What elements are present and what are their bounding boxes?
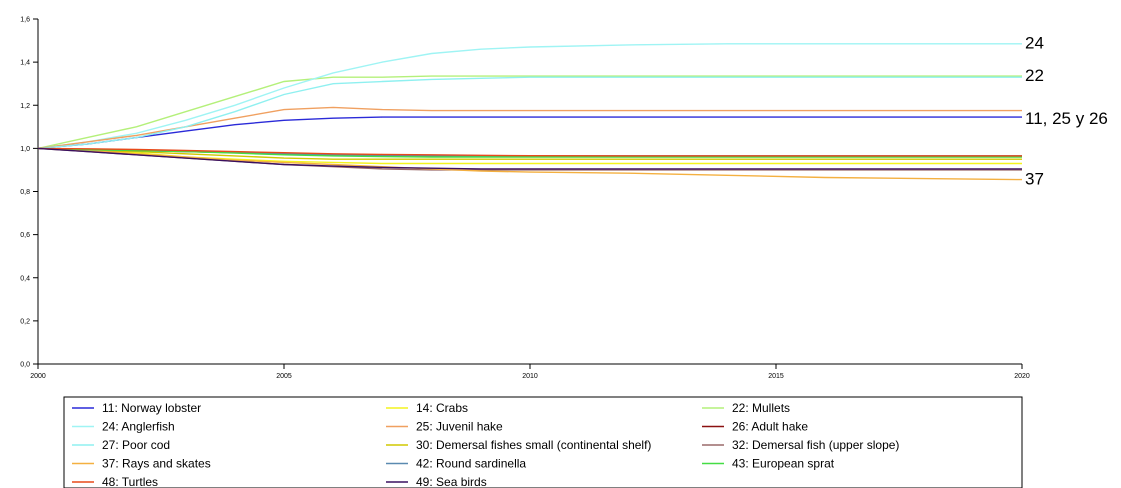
series-line-24-anglerfish — [37, 43, 1022, 150]
x-tick-label: 2020 — [1014, 373, 1030, 380]
series-annotation: 37 — [1025, 170, 1044, 189]
y-tick-label: 1,2 — [20, 103, 30, 110]
series-annotation: 22 — [1025, 66, 1044, 85]
y-tick-label: 1,4 — [20, 60, 30, 67]
legend-label: 43: European sprat — [732, 457, 835, 471]
y-tick-label: 1,6 — [20, 17, 30, 24]
legend: 11: Norway lobster 14: Crabs 22: Mullets 24… — [63, 396, 1023, 488]
series-line-49-sea-birds — [37, 147, 1022, 170]
legend-label: 14: Crabs — [416, 401, 468, 415]
legend-label: 24: Anglerfish — [102, 420, 175, 434]
series-lines — [37, 43, 1023, 181]
legend-label: 22: Mullets — [732, 401, 790, 415]
series-line-11-norway-lobster — [37, 116, 1022, 150]
legend-label: 48: Turtles — [102, 475, 158, 488]
legend-label: 27: Poor cod — [102, 438, 170, 452]
y-tick-label: 0,8 — [20, 189, 30, 196]
series-line-43-european-sprat — [37, 147, 1022, 158]
legend-label: 11: Norway lobster — [102, 401, 201, 415]
series-line-30-demersal-fishes-small-continental-shelf — [37, 147, 1022, 160]
y-tick-label: 0,4 — [20, 275, 30, 282]
legend-label: 26: Adult hake — [732, 420, 808, 434]
x-tick-label: 2005 — [276, 373, 292, 380]
annotations: 24 22 11, 25 y 26 37 — [1025, 34, 1108, 189]
legend-label: 30: Demersal fishes small (continental s… — [416, 438, 651, 452]
legend-label: 25: Juvenil hake — [416, 420, 503, 434]
x-tick-label: 2000 — [30, 373, 46, 380]
series-line-22-mullets — [37, 75, 1022, 150]
legend-box — [63, 396, 1023, 488]
series-line-48-turtles — [37, 147, 1022, 157]
series-line-27-poor-cod — [37, 76, 1022, 150]
series-line-25-juvenil-hake — [37, 106, 1022, 150]
y-tick-label: 0,0 — [20, 362, 30, 369]
legend-label: 37: Rays and skates — [102, 457, 211, 471]
series-annotation: 24 — [1025, 34, 1044, 53]
legend-label: 49: Sea birds — [416, 475, 487, 488]
x-tick-label: 2015 — [768, 373, 784, 380]
y-tick-label: 0,2 — [20, 318, 30, 325]
y-tick-label: 1,0 — [20, 146, 30, 153]
y-tick-label: 0,6 — [20, 232, 30, 239]
legend-label: 32: Demersal fish (upper slope) — [732, 438, 899, 452]
x-tick-label: 2010 — [522, 373, 538, 380]
axes: 0,0 0,2 0,4 0,6 0,8 1,0 1,2 1,4 1,6 2000 2005 2010 2… — [20, 17, 1030, 381]
legend-label: 42: Round sardinella — [416, 457, 526, 471]
series-annotation: 11, 25 y 26 — [1025, 109, 1108, 128]
